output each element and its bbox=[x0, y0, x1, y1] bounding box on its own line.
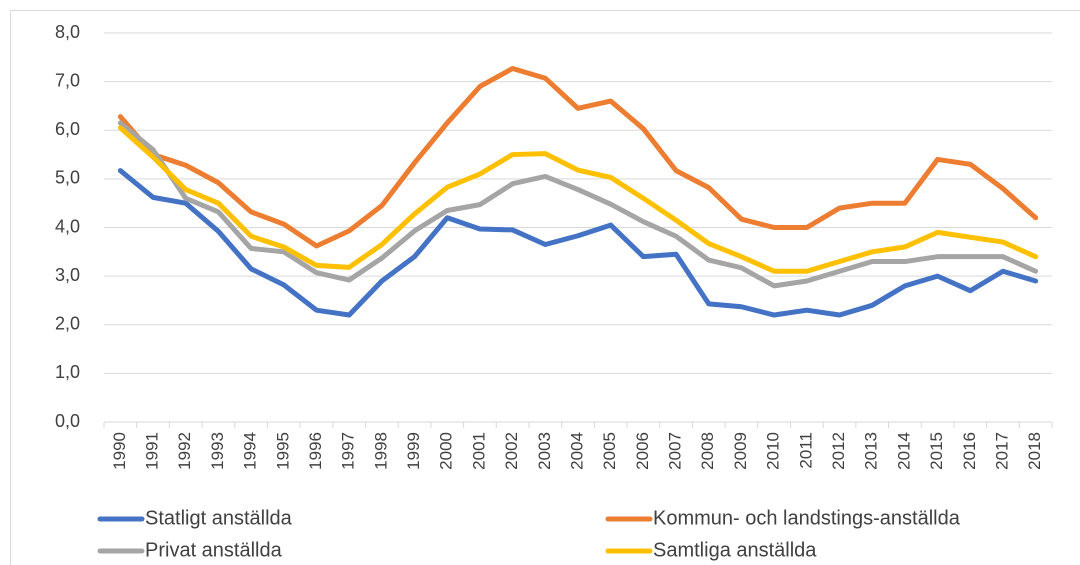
series-line bbox=[117, 125, 1039, 274]
x-tick-label: 1995 bbox=[273, 432, 292, 470]
legend-label: Kommun- och landstings-anställda bbox=[653, 507, 961, 529]
y-tick-label: 5,0 bbox=[55, 168, 80, 188]
x-tick-label: 2013 bbox=[862, 432, 881, 470]
x-tick-label: 2002 bbox=[502, 432, 521, 470]
series-line bbox=[117, 168, 1039, 318]
x-tick-label: 2005 bbox=[600, 432, 619, 470]
x-tick-label: 2016 bbox=[960, 432, 979, 470]
x-tick-label: 2015 bbox=[927, 432, 946, 470]
legend-label: Privat anställda bbox=[145, 539, 283, 561]
legend-label: Samtliga anställda bbox=[653, 539, 817, 561]
x-tick-label: 1991 bbox=[143, 432, 162, 470]
y-tick-label: 7,0 bbox=[55, 70, 80, 90]
series-line bbox=[117, 120, 1039, 289]
x-tick-label: 1996 bbox=[306, 432, 325, 470]
x-tick-label: 1992 bbox=[175, 432, 194, 470]
x-tick-label: 2009 bbox=[731, 432, 750, 470]
x-tick-label: 2014 bbox=[894, 432, 913, 470]
y-tick-label: 6,0 bbox=[55, 119, 80, 139]
x-tick-label: 2008 bbox=[698, 432, 717, 470]
x-tick-label: 2011 bbox=[796, 432, 815, 469]
x-tick-label: 1999 bbox=[404, 432, 423, 470]
x-tick-label: 1998 bbox=[371, 432, 390, 470]
x-tick-label: 2012 bbox=[829, 432, 848, 470]
y-tick-label: 3,0 bbox=[55, 265, 80, 285]
chart-border bbox=[10, 10, 1080, 565]
x-tick-label: 2004 bbox=[567, 432, 586, 470]
y-tick-label: 2,0 bbox=[55, 314, 80, 334]
x-tick-label: 2000 bbox=[437, 432, 456, 470]
x-tick-label: 2010 bbox=[764, 432, 783, 470]
y-tick-label: 1,0 bbox=[55, 362, 80, 382]
y-tick-label: 0,0 bbox=[55, 411, 80, 431]
x-tick-label: 2003 bbox=[535, 432, 554, 470]
x-tick-label: 1990 bbox=[110, 432, 129, 470]
y-tick-label: 4,0 bbox=[55, 216, 80, 236]
x-tick-label: 2017 bbox=[992, 432, 1011, 470]
x-tick-label: 2007 bbox=[666, 432, 685, 470]
series-line bbox=[117, 65, 1039, 249]
x-tick-label: 2018 bbox=[1025, 432, 1044, 470]
x-tick-label: 1993 bbox=[208, 432, 227, 470]
y-tick-label: 8,0 bbox=[55, 22, 80, 42]
legend-label: Statligt anställda bbox=[145, 507, 293, 529]
x-tick-label: 2006 bbox=[633, 432, 652, 470]
x-tick-label: 1997 bbox=[339, 432, 358, 470]
x-tick-label: 1994 bbox=[241, 432, 260, 470]
x-tick-label: 2001 bbox=[469, 432, 488, 470]
